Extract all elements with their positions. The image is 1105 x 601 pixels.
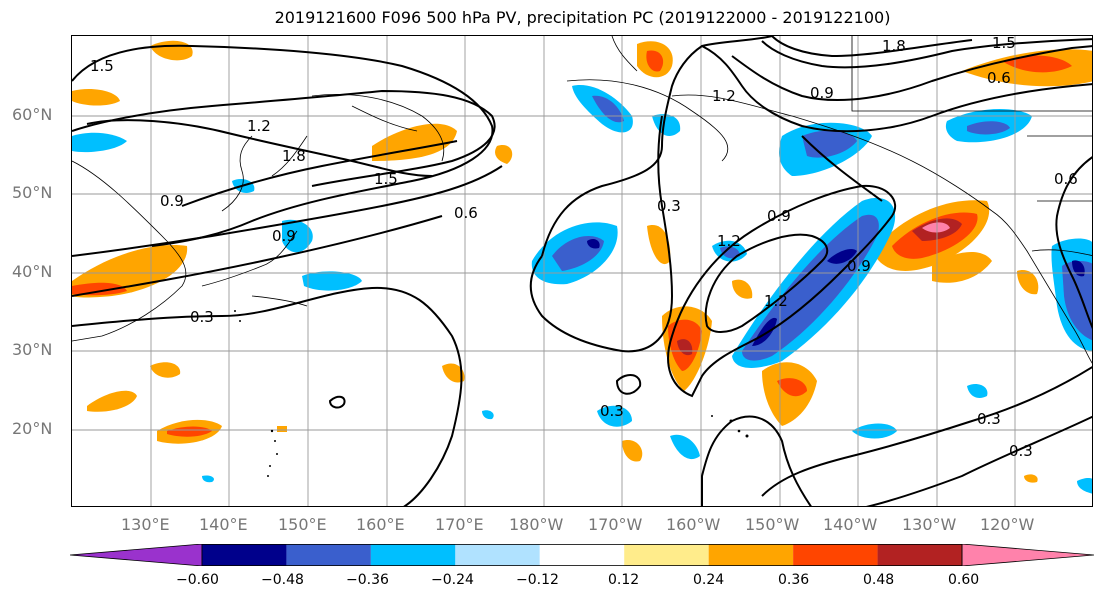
- contour-label: 0.9: [767, 207, 791, 225]
- colorbar-extend-low: [70, 544, 203, 566]
- lon-label: 150°E: [278, 515, 327, 534]
- contour-label: 1.2: [712, 87, 736, 105]
- lon-label: 130°E: [121, 515, 170, 534]
- lon-label: 170°E: [435, 515, 484, 534]
- colorbar-outline: [201, 544, 963, 566]
- colorbar-segment: [793, 544, 878, 566]
- colorbar-tick: −0.24: [431, 572, 474, 588]
- contour-label: 1.2: [764, 292, 788, 310]
- contour-label: 1.5: [374, 170, 398, 188]
- lon-label: 160°W: [666, 515, 721, 534]
- contour-label: 0.6: [1054, 170, 1078, 188]
- colorbar-segment: [708, 544, 794, 566]
- contour-label: 1.5: [90, 57, 114, 75]
- colorbar-tick: 0.12: [608, 572, 640, 588]
- lon-label: 180°W: [509, 515, 564, 534]
- lon-label: 170°W: [588, 515, 643, 534]
- contour-label: 1.8: [882, 37, 906, 55]
- contour-label: 0.3: [977, 410, 1001, 428]
- colorbar-segments: [70, 544, 1094, 566]
- colorbar-tick: 0.60: [948, 572, 980, 588]
- lon-label: 120°W: [980, 515, 1035, 534]
- colorbar-segment: [539, 544, 625, 566]
- colorbar-tick: 0.48: [863, 572, 895, 588]
- contour-label: 0.9: [272, 227, 296, 245]
- lon-label: 140°W: [823, 515, 878, 534]
- colorbar-tick: −0.60: [176, 572, 219, 588]
- map-panel: 1.5 1.2 1.8 1.5 0.9 0.9 0.6 0.3 0.3 1.8 …: [71, 35, 1093, 507]
- colorbar-segment: [286, 544, 371, 566]
- contour-label: 0.9: [810, 84, 834, 102]
- pv-contours: [72, 36, 1092, 506]
- lat-label: 30°N: [12, 340, 53, 359]
- contour-labels: 1.5 1.2 1.8 1.5 0.9 0.9 0.6 0.3 0.3 1.8 …: [90, 36, 1078, 460]
- lat-label: 20°N: [12, 419, 53, 438]
- contour-label: 0.3: [1009, 442, 1033, 460]
- colorbar-segment: [370, 544, 456, 566]
- colorbar-tick: 0.36: [778, 572, 810, 588]
- lat-label: 60°N: [12, 105, 53, 124]
- colorbar-tick: −0.36: [346, 572, 389, 588]
- contour-label: 1.8: [282, 147, 306, 165]
- lat-label: 50°N: [12, 183, 53, 202]
- lon-label: 130°W: [902, 515, 957, 534]
- contour-label: 0.6: [454, 204, 478, 222]
- contour-label: 0.9: [160, 192, 184, 210]
- colorbar-extend-high: [961, 544, 1094, 566]
- colorbar-segment: [455, 544, 540, 566]
- contour-label: 1.2: [717, 232, 741, 250]
- colorbar-segment: [877, 544, 962, 566]
- contour-label: 0.6: [987, 69, 1011, 87]
- contour-label: 0.3: [600, 402, 624, 420]
- precipitation-shading: [72, 40, 1092, 494]
- map-title: 2019121600 F096 500 hPa PV, precipitatio…: [274, 8, 891, 27]
- lat-label: 40°N: [12, 262, 53, 281]
- colorbar-segment: [202, 544, 287, 566]
- contour-label: 0.3: [190, 308, 214, 326]
- contour-label: 0.9: [847, 257, 871, 275]
- contour-label: 0.3: [657, 197, 681, 215]
- lon-label: 160°E: [356, 515, 405, 534]
- contour-label: 1.2: [247, 117, 271, 135]
- lon-label: 140°E: [199, 515, 248, 534]
- colorbar-tick: 0.24: [693, 572, 725, 588]
- map-canvas: 1.5 1.2 1.8 1.5 0.9 0.9 0.6 0.3 0.3 1.8 …: [72, 36, 1092, 506]
- colorbar: [70, 544, 1094, 566]
- colorbar-segment: [624, 544, 709, 566]
- contour-label: 1.5: [992, 36, 1016, 52]
- lon-label: 150°W: [745, 515, 800, 534]
- colorbar-tick: −0.48: [261, 572, 304, 588]
- colorbar-tick: −0.12: [516, 572, 559, 588]
